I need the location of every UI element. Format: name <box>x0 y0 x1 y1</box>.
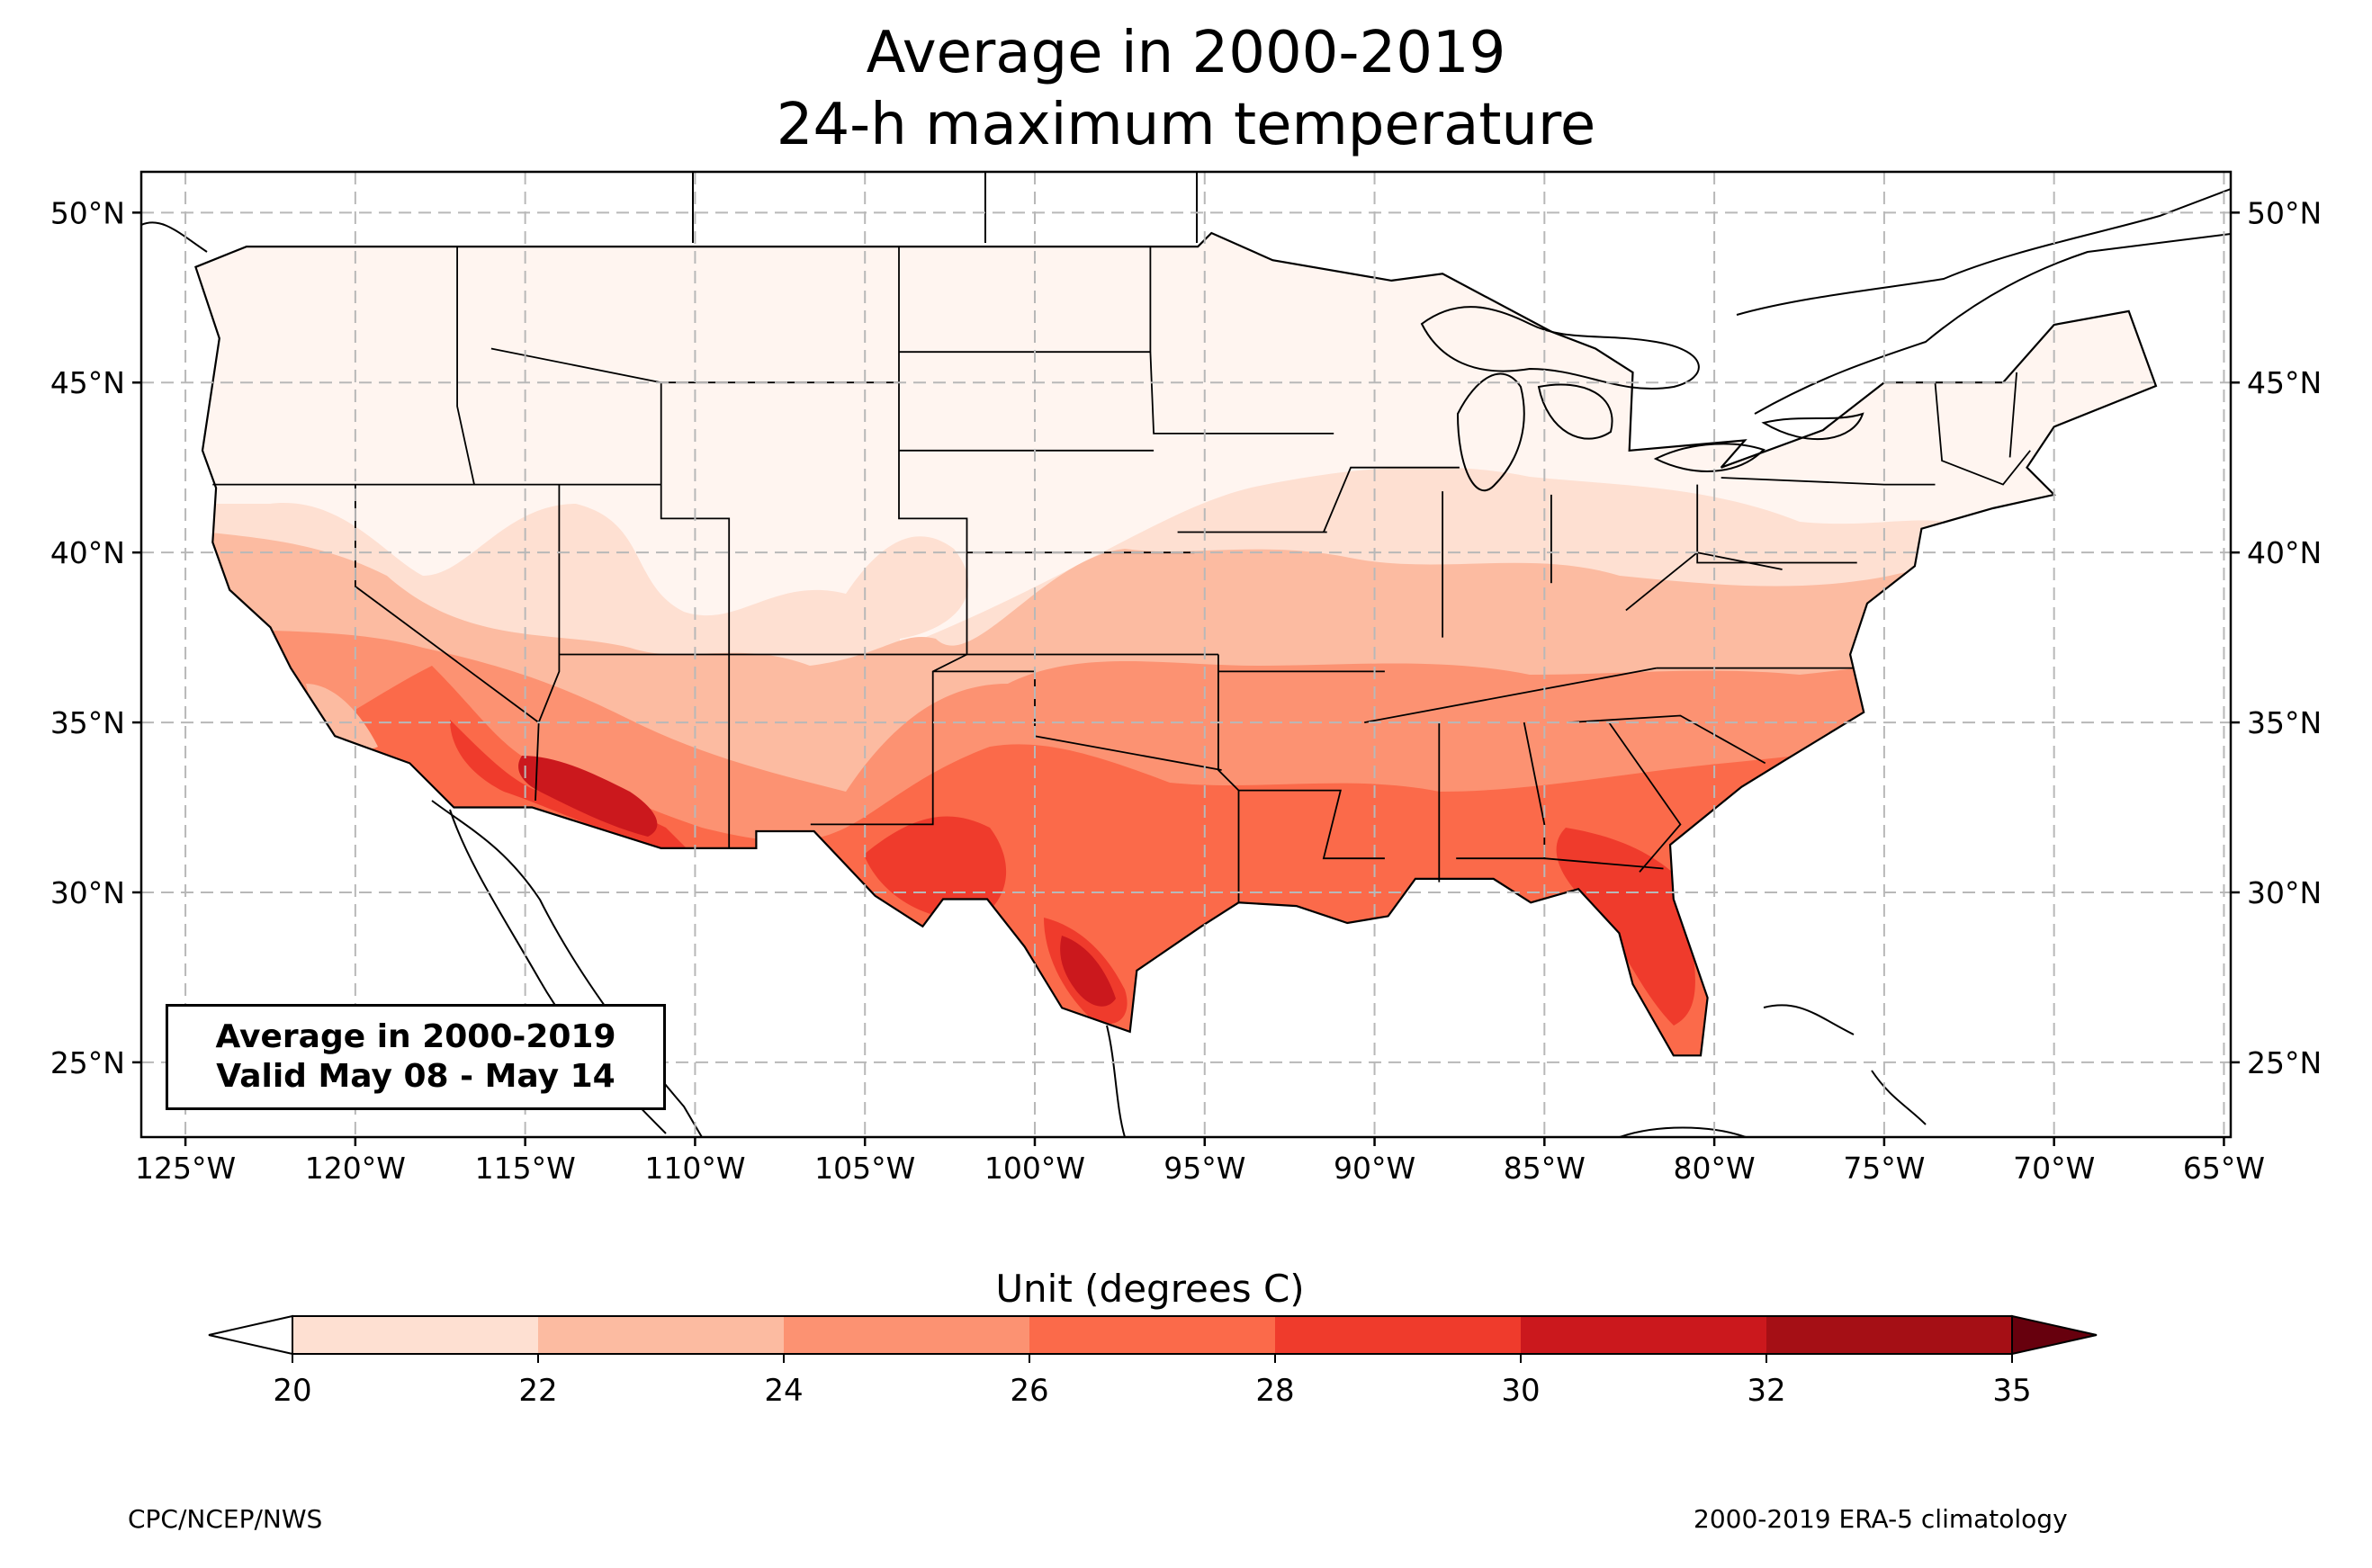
lon-tick-label: 90°W <box>1334 1151 1415 1186</box>
lat-tick-label: 35°N <box>50 705 125 740</box>
lon-tick-label: 85°W <box>1504 1151 1586 1186</box>
us-outline <box>194 231 2158 1057</box>
state-border <box>932 670 1222 771</box>
lat-tick-label-right: 35°N <box>2247 705 2322 740</box>
state-border <box>1217 654 1240 903</box>
colorbar-outline <box>292 1315 2013 1355</box>
lat-tick-label: 25°N <box>50 1045 125 1080</box>
lon-tick-label: 95°W <box>1164 1151 1245 1186</box>
info-box-line2: Valid May 08 - May 14 <box>216 1058 615 1095</box>
state-border <box>1721 477 1936 486</box>
state-border <box>1238 789 1385 860</box>
lat-tick-label-right: 40°N <box>2247 535 2322 570</box>
lat-tick-label: 50°N <box>50 195 125 230</box>
valid-period-box: Average in 2000-2019 Valid May 08 - May … <box>166 1004 666 1110</box>
state-border <box>456 246 475 485</box>
footer-source: CPC/NCEP/NWS <box>128 1504 323 1534</box>
lon-tick-label: 105°W <box>814 1151 915 1186</box>
info-box-line1: Average in 2000-2019 <box>215 1018 616 1055</box>
lat-tick-label: 45°N <box>50 365 125 400</box>
colorbar-segment <box>538 1316 785 1354</box>
lon-tick-label: 80°W <box>1674 1151 1756 1186</box>
band-32-35 <box>518 756 1116 1007</box>
state-border <box>1696 484 1857 564</box>
colorbar-segment <box>292 1316 539 1354</box>
lon-tick-label: 115°W <box>475 1151 576 1186</box>
colorbar-segment <box>1766 1316 2013 1354</box>
colorbar-tick-label: 26 <box>1010 1373 1048 1409</box>
colorbar-tick-label: 35 <box>1992 1373 2031 1409</box>
colorbar-tick-label: 20 <box>273 1373 311 1409</box>
lat-tick-label: 40°N <box>50 535 125 570</box>
lat-tick-label: 30°N <box>50 875 125 910</box>
colorbar-tick-label: 22 <box>518 1373 557 1409</box>
colorbar-segment <box>1275 1316 1522 1354</box>
lon-tick-label: 65°W <box>2183 1151 2265 1186</box>
lon-tick-labels: 125°W 120°W 115°W 110°W 105°W 100°W 95°W 90°W 85… <box>135 1137 2265 1186</box>
colorbar-segment <box>1521 1316 1767 1354</box>
footer-climatology: 2000-2019 ERA-5 climatology <box>1694 1504 2068 1534</box>
state-border <box>1149 246 1334 435</box>
colorbar-tick-label: 24 <box>764 1373 803 1409</box>
lat-tick-label-right: 25°N <box>2247 1045 2322 1080</box>
mountain-cool-spot <box>306 684 378 749</box>
state-border <box>1608 721 1682 873</box>
state-border <box>1364 667 1658 723</box>
colorbar-tick-label: 30 <box>1501 1373 1540 1409</box>
lat-tick-label-right: 50°N <box>2247 195 2322 230</box>
lon-tick-label: 100°W <box>984 1151 1085 1186</box>
colorbar-tick-label: 28 <box>1255 1373 1294 1409</box>
chart-title-line1: Average in 2000-2019 <box>866 20 1506 86</box>
state-border <box>1934 382 2031 486</box>
lon-tick-label: 120°W <box>305 1151 406 1186</box>
colorbar: Unit (degrees C) 20 22 24 26 28 30 32 35 <box>208 1267 2098 1409</box>
state-border <box>2008 372 2017 458</box>
state-border <box>490 347 661 384</box>
state-border <box>1323 466 1460 533</box>
colorbar-segment <box>784 1316 1030 1354</box>
state-border <box>1568 714 1766 765</box>
lat-tick-label-right: 45°N <box>2247 365 2322 400</box>
state-border <box>535 484 561 802</box>
lat-tick-labels-left: 50°N 45°N 40°N 35°N 30°N 25°N <box>50 195 141 1080</box>
colorbar-label: Unit (degrees C) <box>995 1267 1304 1311</box>
state-border <box>1456 721 1546 860</box>
colorbar-tick-label: 32 <box>1747 1373 1785 1409</box>
state-border <box>1544 857 1664 870</box>
colorbar-under-extend <box>208 1314 293 1356</box>
map-frame <box>139 170 2233 1139</box>
state-border <box>810 246 968 826</box>
colorbar-over-extend <box>2011 1314 2098 1356</box>
lon-tick-label: 110°W <box>644 1151 745 1186</box>
lon-tick-label: 75°W <box>1843 1151 1925 1186</box>
lon-tick-label: 125°W <box>135 1151 236 1186</box>
chart-title-line2: 24-h maximum temperature <box>776 92 1596 158</box>
colorbar-segment <box>1029 1316 1276 1354</box>
lat-tick-label-right: 30°N <box>2247 875 2322 910</box>
lon-tick-label: 70°W <box>2013 1151 2095 1186</box>
lat-tick-labels-right: 50°N 45°N 40°N 35°N 30°N 25°N <box>2231 195 2322 1080</box>
